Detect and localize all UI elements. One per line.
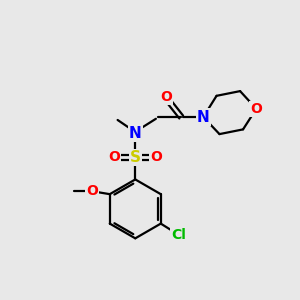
Text: O: O xyxy=(250,102,262,116)
Text: Cl: Cl xyxy=(172,228,187,242)
Text: O: O xyxy=(86,184,98,198)
Text: O: O xyxy=(151,150,162,164)
Text: N: N xyxy=(129,126,142,141)
Text: N: N xyxy=(197,110,210,124)
Text: O: O xyxy=(160,90,172,104)
Text: S: S xyxy=(130,150,141,165)
Text: O: O xyxy=(108,150,120,164)
